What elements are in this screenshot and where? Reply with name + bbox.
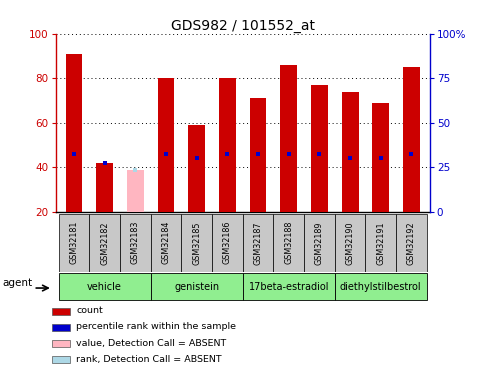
Bar: [219, 78, 236, 212]
Bar: [52, 324, 70, 331]
Bar: [157, 78, 174, 212]
Bar: [58, 273, 151, 300]
Text: GSM32192: GSM32192: [407, 221, 416, 265]
Text: count: count: [76, 306, 103, 315]
Bar: [151, 214, 181, 272]
Bar: [120, 214, 151, 272]
Text: vehicle: vehicle: [87, 282, 122, 291]
Bar: [89, 214, 120, 272]
Bar: [52, 356, 70, 363]
Text: percentile rank within the sample: percentile rank within the sample: [76, 322, 237, 332]
Text: agent: agent: [3, 278, 33, 288]
Bar: [66, 54, 83, 212]
Title: GDS982 / 101552_at: GDS982 / 101552_at: [170, 19, 315, 33]
Bar: [311, 85, 328, 212]
Bar: [250, 98, 267, 212]
Bar: [403, 67, 420, 212]
Bar: [273, 214, 304, 272]
Bar: [280, 65, 297, 212]
Text: genistein: genistein: [174, 282, 219, 291]
Bar: [212, 214, 243, 272]
Text: rank, Detection Call = ABSENT: rank, Detection Call = ABSENT: [76, 355, 222, 364]
Bar: [188, 125, 205, 212]
Bar: [341, 92, 358, 212]
Text: GSM32186: GSM32186: [223, 221, 232, 264]
Text: GSM32185: GSM32185: [192, 221, 201, 265]
Text: diethylstilbestrol: diethylstilbestrol: [340, 282, 422, 291]
Text: GSM32188: GSM32188: [284, 221, 293, 264]
Bar: [52, 340, 70, 347]
Bar: [304, 214, 335, 272]
Bar: [58, 214, 89, 272]
Text: GSM32182: GSM32182: [100, 221, 109, 265]
Text: GSM32183: GSM32183: [131, 221, 140, 264]
Bar: [151, 273, 243, 300]
Text: value, Detection Call = ABSENT: value, Detection Call = ABSENT: [76, 339, 227, 348]
Bar: [372, 103, 389, 212]
Text: GSM32184: GSM32184: [161, 221, 170, 264]
Text: GSM32190: GSM32190: [346, 221, 355, 265]
Text: GSM32191: GSM32191: [376, 221, 385, 265]
Bar: [127, 170, 144, 212]
Text: GSM32181: GSM32181: [70, 221, 78, 264]
Bar: [243, 273, 335, 300]
Bar: [181, 214, 212, 272]
Bar: [243, 214, 273, 272]
Bar: [366, 214, 396, 272]
Bar: [335, 273, 427, 300]
Bar: [335, 214, 366, 272]
Bar: [96, 163, 113, 212]
Text: 17beta-estradiol: 17beta-estradiol: [248, 282, 329, 291]
Bar: [52, 308, 70, 315]
Bar: [396, 214, 427, 272]
Text: GSM32187: GSM32187: [254, 221, 263, 265]
Text: GSM32189: GSM32189: [315, 221, 324, 265]
